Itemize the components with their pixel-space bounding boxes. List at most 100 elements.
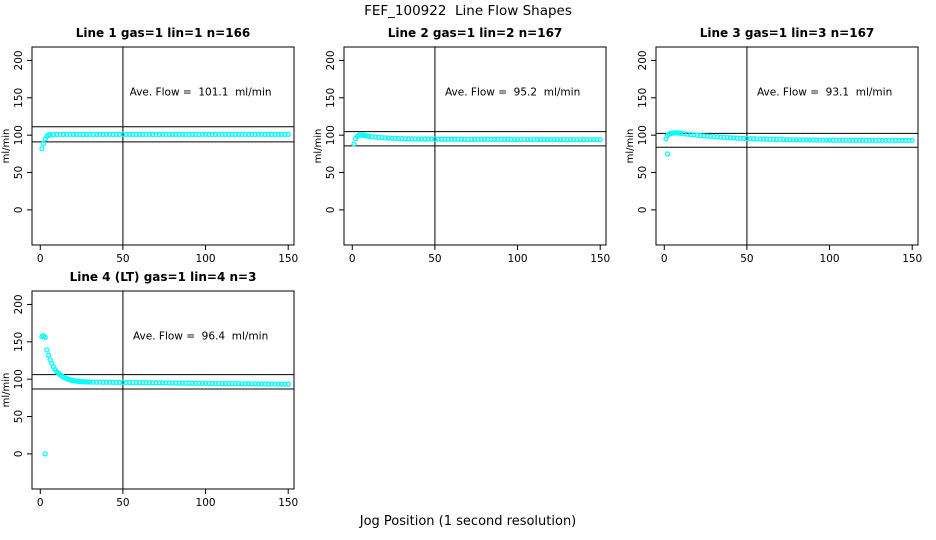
y-tick-label: 100 [325, 125, 337, 145]
y-tick-label: 150 [13, 88, 25, 108]
flow-data-point [169, 131, 176, 138]
flow-data-point [265, 131, 272, 138]
flow-data-point [255, 131, 262, 138]
flow-data-point [50, 131, 57, 138]
flow-data-point [126, 131, 133, 138]
flow-data-point [810, 137, 816, 143]
flow-data-point [183, 131, 189, 138]
flow-data-point [60, 131, 67, 138]
flow-data-point [97, 131, 103, 138]
flow-data-point [727, 135, 734, 141]
flow-data-point [192, 380, 199, 386]
flow-data-point [859, 137, 866, 143]
y-axis-label: ml/min [313, 129, 324, 164]
flow-data-point [216, 131, 222, 138]
flow-data-point [684, 131, 691, 137]
flow-data-point [40, 140, 47, 147]
flow-data-point [159, 380, 166, 386]
flow-data-point [561, 136, 567, 143]
flow-data-point [462, 136, 468, 143]
flow-data-point [893, 137, 899, 144]
flow-data-point [153, 380, 159, 386]
x-tick-label: 100 [196, 497, 216, 509]
flow-data-point [183, 380, 189, 386]
flow-data-point [166, 380, 172, 386]
flow-data-point [54, 131, 60, 138]
flow-data-point [278, 381, 285, 387]
flow-data-point [750, 136, 757, 142]
flow-data-point [826, 137, 833, 143]
flow-data-point [528, 136, 534, 143]
flow-data-point [249, 381, 255, 387]
flow-data-point [39, 145, 45, 152]
flow-data-point [531, 136, 537, 143]
flow-data-point [265, 381, 272, 387]
flow-data-point [110, 379, 116, 385]
empty-cell [312, 266, 624, 510]
flow-data-point [438, 136, 445, 142]
flow-data-point [691, 132, 697, 138]
flow-data-point [594, 136, 600, 143]
y-tick-label: 50 [13, 410, 25, 423]
flow-data-point [816, 137, 823, 143]
flow-data-point [97, 379, 103, 385]
flow-data-point [501, 136, 507, 143]
flow-data-point [850, 137, 856, 143]
flow-data-point [754, 136, 760, 142]
y-tick-label: 100 [13, 369, 25, 389]
flow-data-point [740, 135, 747, 142]
flow-data-point [226, 131, 232, 138]
flow-data-point [399, 135, 405, 142]
flow-data-point [202, 131, 209, 138]
flow-data-point [107, 379, 113, 385]
flow-data-point [866, 137, 872, 143]
flow-data-point [567, 136, 574, 143]
flow-data-point [146, 380, 153, 386]
flow-data-point [232, 131, 238, 138]
flow-data-point [110, 131, 116, 138]
flow-data-point [797, 137, 803, 143]
flow-data-point [873, 137, 879, 144]
flow-data-point [123, 379, 129, 386]
flow-data-point [255, 381, 262, 387]
flow-data-point [455, 136, 461, 142]
flow-data-point [577, 136, 584, 143]
y-tick-label: 0 [325, 207, 337, 214]
flow-data-point [714, 134, 720, 140]
flow-data-point [783, 136, 790, 143]
flow-data-point [202, 380, 209, 387]
flow-data-point [120, 379, 126, 386]
flow-data-point [856, 137, 862, 143]
flow-data-point [222, 131, 229, 138]
flow-data-point [100, 131, 106, 138]
flow-data-point [245, 381, 252, 387]
flow-data-point [688, 131, 694, 138]
flow-data-point [883, 137, 889, 144]
flow-data-point [45, 352, 52, 358]
flow-data-point [282, 131, 288, 138]
flow-data-point [724, 134, 730, 141]
flow-data-point [64, 131, 70, 138]
y-tick-label: 150 [637, 88, 649, 108]
x-tick-label: 0 [37, 253, 44, 265]
flow-data-point [504, 136, 511, 143]
flow-data-point [93, 379, 100, 385]
flow-data-point [790, 137, 796, 143]
x-tick-label: 0 [349, 253, 356, 265]
flow-data-point [372, 134, 379, 140]
flow-data-point [780, 136, 786, 143]
y-tick-label: 200 [637, 50, 649, 70]
y-axis-label: ml/min [625, 129, 636, 164]
flow-data-point [209, 131, 215, 138]
x-tick-label: 100 [820, 253, 840, 265]
flow-data-point [846, 137, 853, 143]
flow-data-point [435, 136, 441, 142]
y-tick-label: 200 [13, 50, 25, 70]
flow-data-point [478, 136, 484, 143]
flow-data-point [587, 136, 593, 143]
flow-data-point [793, 137, 800, 143]
flow-data-point [415, 136, 422, 142]
flow-data-point [896, 137, 902, 144]
flow-data-point [717, 134, 724, 140]
flow-data-point [259, 381, 265, 387]
